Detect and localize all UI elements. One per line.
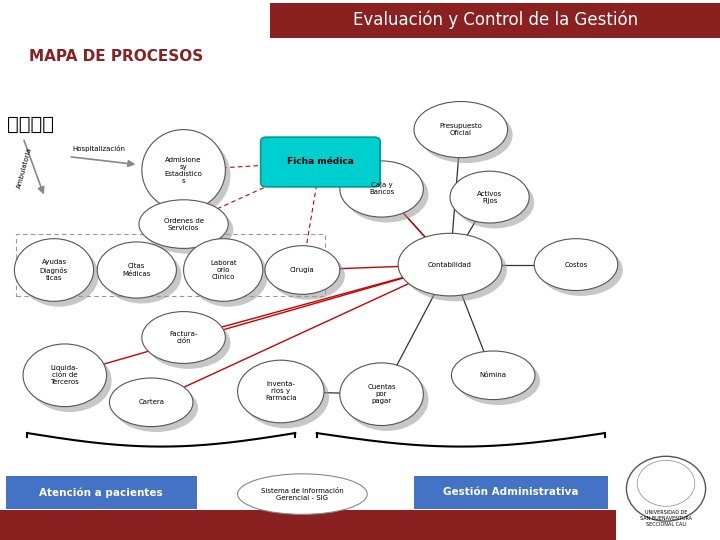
Ellipse shape xyxy=(414,102,508,158)
Text: Activos
Fijos: Activos Fijos xyxy=(477,191,503,204)
Text: Citas
Médicas: Citas Médicas xyxy=(122,264,151,276)
Text: Gestión Administrativa: Gestión Administrativa xyxy=(444,488,579,497)
Ellipse shape xyxy=(626,456,706,521)
Text: Costos: Costos xyxy=(564,261,588,268)
Text: Sistema de Información
Gerencial - SIG: Sistema de Información Gerencial - SIG xyxy=(261,488,343,501)
Ellipse shape xyxy=(340,161,423,217)
Ellipse shape xyxy=(238,360,324,423)
Text: Nómina: Nómina xyxy=(480,372,507,379)
Ellipse shape xyxy=(114,383,198,432)
Text: UNIVERSIDAD DE
SAN BUENAVENTURA
SECCIONAL CALI: UNIVERSIDAD DE SAN BUENAVENTURA SECCIONA… xyxy=(640,510,692,526)
Ellipse shape xyxy=(109,378,193,427)
Ellipse shape xyxy=(456,356,540,405)
Text: Órdenes de
Servicios: Órdenes de Servicios xyxy=(163,217,204,231)
FancyBboxPatch shape xyxy=(270,3,720,38)
Ellipse shape xyxy=(144,205,233,254)
Ellipse shape xyxy=(345,368,428,431)
Ellipse shape xyxy=(184,239,263,301)
Text: MAPA DE PROCESOS: MAPA DE PROCESOS xyxy=(29,49,203,64)
Ellipse shape xyxy=(451,351,535,400)
Text: 👨‍👩‍👧‍👦: 👨‍👩‍👧‍👦 xyxy=(6,114,54,134)
Ellipse shape xyxy=(23,344,107,407)
Text: Caja y
Bancos: Caja y Bancos xyxy=(369,183,395,195)
Text: Ambulatoria: Ambulatoria xyxy=(16,146,32,189)
Ellipse shape xyxy=(238,474,367,514)
Text: Cirugía: Cirugía xyxy=(290,267,315,273)
Ellipse shape xyxy=(189,244,268,307)
FancyBboxPatch shape xyxy=(0,510,616,540)
Text: Cuentas
por
pagar: Cuentas por pagar xyxy=(367,384,396,404)
Text: Inventa-
rios y
Farmacia: Inventa- rios y Farmacia xyxy=(265,381,297,402)
Ellipse shape xyxy=(345,166,428,222)
Text: Evaluación y Control de la Gestión: Evaluación y Control de la Gestión xyxy=(353,11,638,29)
Ellipse shape xyxy=(147,135,230,216)
FancyBboxPatch shape xyxy=(261,137,380,187)
Text: Ayudas
Diagnós
ticas: Ayudas Diagnós ticas xyxy=(40,259,68,281)
Ellipse shape xyxy=(450,171,529,223)
Text: Contabilidad: Contabilidad xyxy=(428,261,472,268)
Ellipse shape xyxy=(270,251,345,300)
Ellipse shape xyxy=(147,317,230,369)
Ellipse shape xyxy=(265,246,340,294)
Ellipse shape xyxy=(97,242,176,298)
Text: Laborat
orio
Clínico: Laborat orio Clínico xyxy=(210,260,236,280)
Text: Admisione
sy
Estadístico
s: Admisione sy Estadístico s xyxy=(165,157,202,184)
Text: Hospitalización: Hospitalización xyxy=(72,145,125,152)
Ellipse shape xyxy=(243,366,329,428)
Ellipse shape xyxy=(102,247,181,303)
Ellipse shape xyxy=(419,107,513,163)
Text: Factura-
ción: Factura- ción xyxy=(169,331,198,344)
FancyBboxPatch shape xyxy=(6,476,197,509)
Ellipse shape xyxy=(340,363,423,426)
Ellipse shape xyxy=(142,312,225,363)
FancyBboxPatch shape xyxy=(414,476,608,509)
Ellipse shape xyxy=(14,239,94,301)
Ellipse shape xyxy=(19,244,99,307)
Text: Presupuesto
Oficial: Presupuesto Oficial xyxy=(439,123,482,136)
Ellipse shape xyxy=(28,349,112,412)
Text: Ficha médica: Ficha médica xyxy=(287,158,354,166)
Ellipse shape xyxy=(398,233,502,296)
Ellipse shape xyxy=(403,239,507,301)
Text: Liquida-
ción de
Terceros: Liquida- ción de Terceros xyxy=(50,365,79,386)
Ellipse shape xyxy=(455,177,534,228)
Text: Atención a pacientes: Atención a pacientes xyxy=(40,487,163,498)
Ellipse shape xyxy=(142,130,225,211)
Ellipse shape xyxy=(139,200,228,248)
Ellipse shape xyxy=(539,244,623,296)
Text: Cartera: Cartera xyxy=(138,399,164,406)
Ellipse shape xyxy=(534,239,618,291)
